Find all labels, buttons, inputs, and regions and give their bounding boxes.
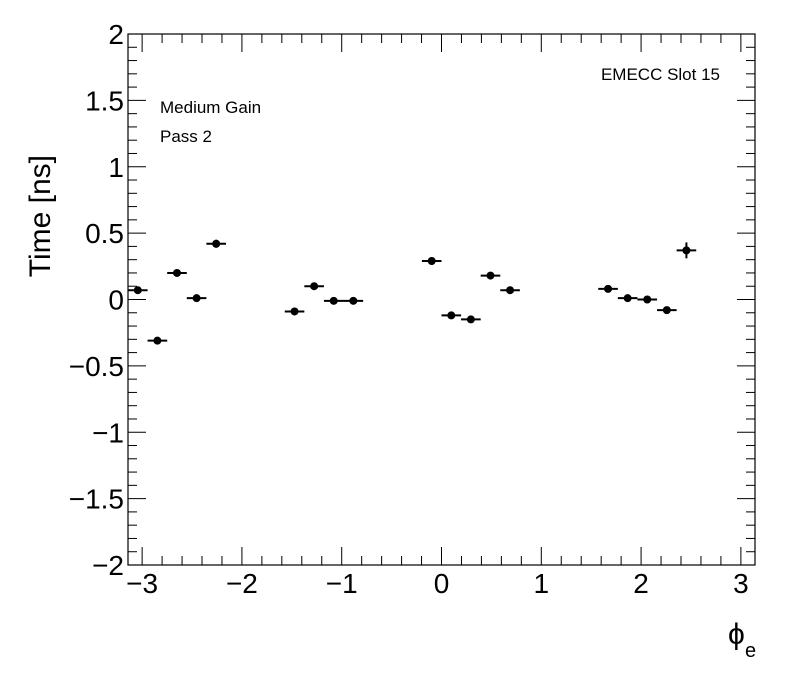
data-marker xyxy=(682,246,691,255)
data-marker xyxy=(623,294,632,303)
data-marker xyxy=(447,311,456,320)
y-axis-title: Time [ns] xyxy=(24,155,57,277)
y-tick-label: −0.5 xyxy=(69,351,124,382)
data-marker xyxy=(172,268,181,277)
y-tick-label: −1.5 xyxy=(69,484,124,515)
data-marker xyxy=(212,239,221,248)
x-tick-label: 2 xyxy=(633,568,649,599)
data-point xyxy=(323,296,344,305)
points-layer xyxy=(127,239,697,345)
x-tick-label: −2 xyxy=(226,568,258,599)
x-tick-label: 0 xyxy=(434,568,450,599)
data-point xyxy=(676,242,697,259)
data-marker xyxy=(290,307,299,316)
ticks-layer xyxy=(128,33,755,566)
data-marker xyxy=(506,286,515,295)
y-tick-label: −1 xyxy=(92,417,124,448)
x-tick-label: 3 xyxy=(733,568,749,599)
x-axis-title-subscript: e xyxy=(745,640,756,662)
data-point xyxy=(304,282,324,291)
y-tick-label: 1.5 xyxy=(85,85,124,116)
data-marker xyxy=(192,294,201,303)
x-tick-label: 1 xyxy=(534,568,550,599)
data-marker xyxy=(643,295,652,304)
data-point xyxy=(186,294,207,303)
data-point xyxy=(461,315,481,324)
y-tick-label: 0.5 xyxy=(85,218,124,249)
data-point xyxy=(657,306,677,315)
data-point xyxy=(500,286,520,295)
data-point xyxy=(421,257,442,266)
annotation-pass: Pass 2 xyxy=(160,127,212,146)
data-marker xyxy=(662,306,671,315)
y-tick-label: 2 xyxy=(108,19,124,50)
data-marker xyxy=(604,284,613,293)
x-tick-label: −1 xyxy=(326,568,358,599)
data-point xyxy=(598,284,618,293)
data-marker xyxy=(329,296,338,305)
data-point xyxy=(480,271,501,280)
x-axis-title: ϕ xyxy=(728,618,745,651)
data-point xyxy=(617,294,638,303)
data-point xyxy=(167,268,187,277)
data-point xyxy=(441,311,462,320)
data-point xyxy=(127,286,148,295)
data-point xyxy=(147,336,168,345)
y-tick-label: −2 xyxy=(92,550,124,581)
data-marker xyxy=(486,271,495,280)
data-marker xyxy=(133,286,142,295)
data-point xyxy=(637,295,658,304)
annotation-slot: EMECC Slot 15 xyxy=(601,65,720,84)
data-marker xyxy=(466,315,475,324)
data-marker xyxy=(349,296,358,305)
annotation-gain: Medium Gain xyxy=(160,98,261,117)
data-point xyxy=(343,296,364,305)
x-tick-label: −3 xyxy=(126,568,158,599)
y-tick-label: 0 xyxy=(108,285,124,316)
data-point xyxy=(284,307,305,316)
y-tick-label: 1 xyxy=(108,152,124,183)
tick-labels-layer: −3 −2 −1 0 1 2 3−2−1.5−1−0.500.511.52 xyxy=(69,19,749,599)
data-marker xyxy=(153,336,162,345)
data-marker xyxy=(310,282,319,291)
data-point xyxy=(206,239,226,248)
data-marker xyxy=(427,257,436,266)
